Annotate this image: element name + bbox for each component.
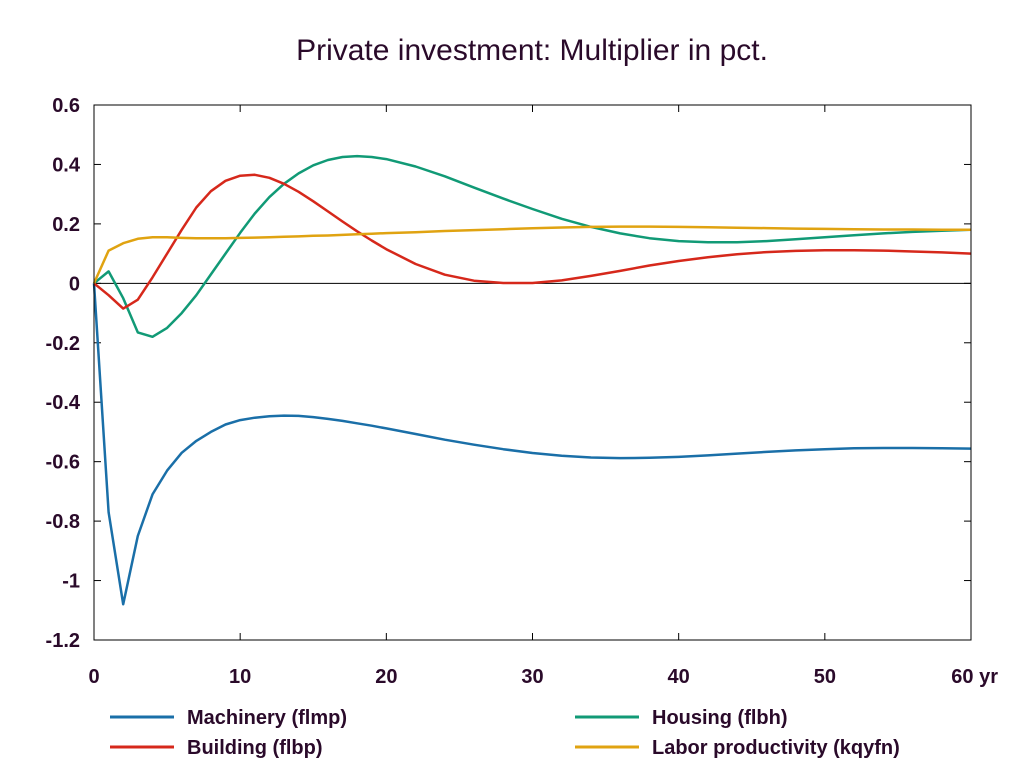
y-tick-label: -0.2 bbox=[46, 333, 80, 355]
series-line-labor-productivity-kqyfn bbox=[92, 225, 971, 284]
y-tick-label: 0.6 bbox=[52, 95, 80, 117]
x-tick-label: 50 bbox=[814, 666, 836, 688]
legend: Machinery (flmp) Housing (flbh) Building (… bbox=[110, 707, 900, 759]
y-tick-label: 0.4 bbox=[52, 154, 81, 176]
x-tick-label: 30 bbox=[521, 666, 543, 688]
y-tick-label: -1 bbox=[62, 571, 80, 593]
y-tick-label: -0.8 bbox=[46, 511, 80, 533]
legend-label: Labor productivity (kqyfn) bbox=[652, 737, 900, 759]
series-line-housing-flbh bbox=[93, 154, 972, 339]
series-line-building-flbp bbox=[93, 173, 972, 310]
x-tick-label: 20 bbox=[375, 666, 397, 688]
x-tick-label: 0 bbox=[88, 666, 99, 688]
legend-label: Housing (flbh) bbox=[652, 707, 788, 729]
x-tick-label: 40 bbox=[668, 666, 690, 688]
axis-ticks: 0.6 0.4 0.2 0 -0.2 -0.4 -0.6 -0.8 -1 -1.2 0 10 20 30 4… bbox=[46, 95, 999, 688]
chart-title: Private investment: Multiplier in pct. bbox=[296, 34, 768, 67]
x-tick-label: 10 bbox=[229, 666, 251, 688]
y-tick-label: -0.4 bbox=[46, 392, 81, 414]
y-tick-label: -0.6 bbox=[46, 452, 80, 474]
legend-label: Building (flbp) bbox=[187, 737, 323, 759]
plot-frame bbox=[93, 104, 972, 641]
series-line-machinery-flmp bbox=[92, 283, 972, 606]
series-layer bbox=[92, 154, 972, 606]
y-tick-label: -1.2 bbox=[46, 630, 80, 652]
x-tick-label: 60 yr bbox=[951, 666, 998, 688]
y-tick-label: 0.2 bbox=[52, 214, 80, 236]
legend-label: Machinery (flmp) bbox=[187, 707, 347, 729]
y-tick-label: 0 bbox=[69, 273, 80, 295]
